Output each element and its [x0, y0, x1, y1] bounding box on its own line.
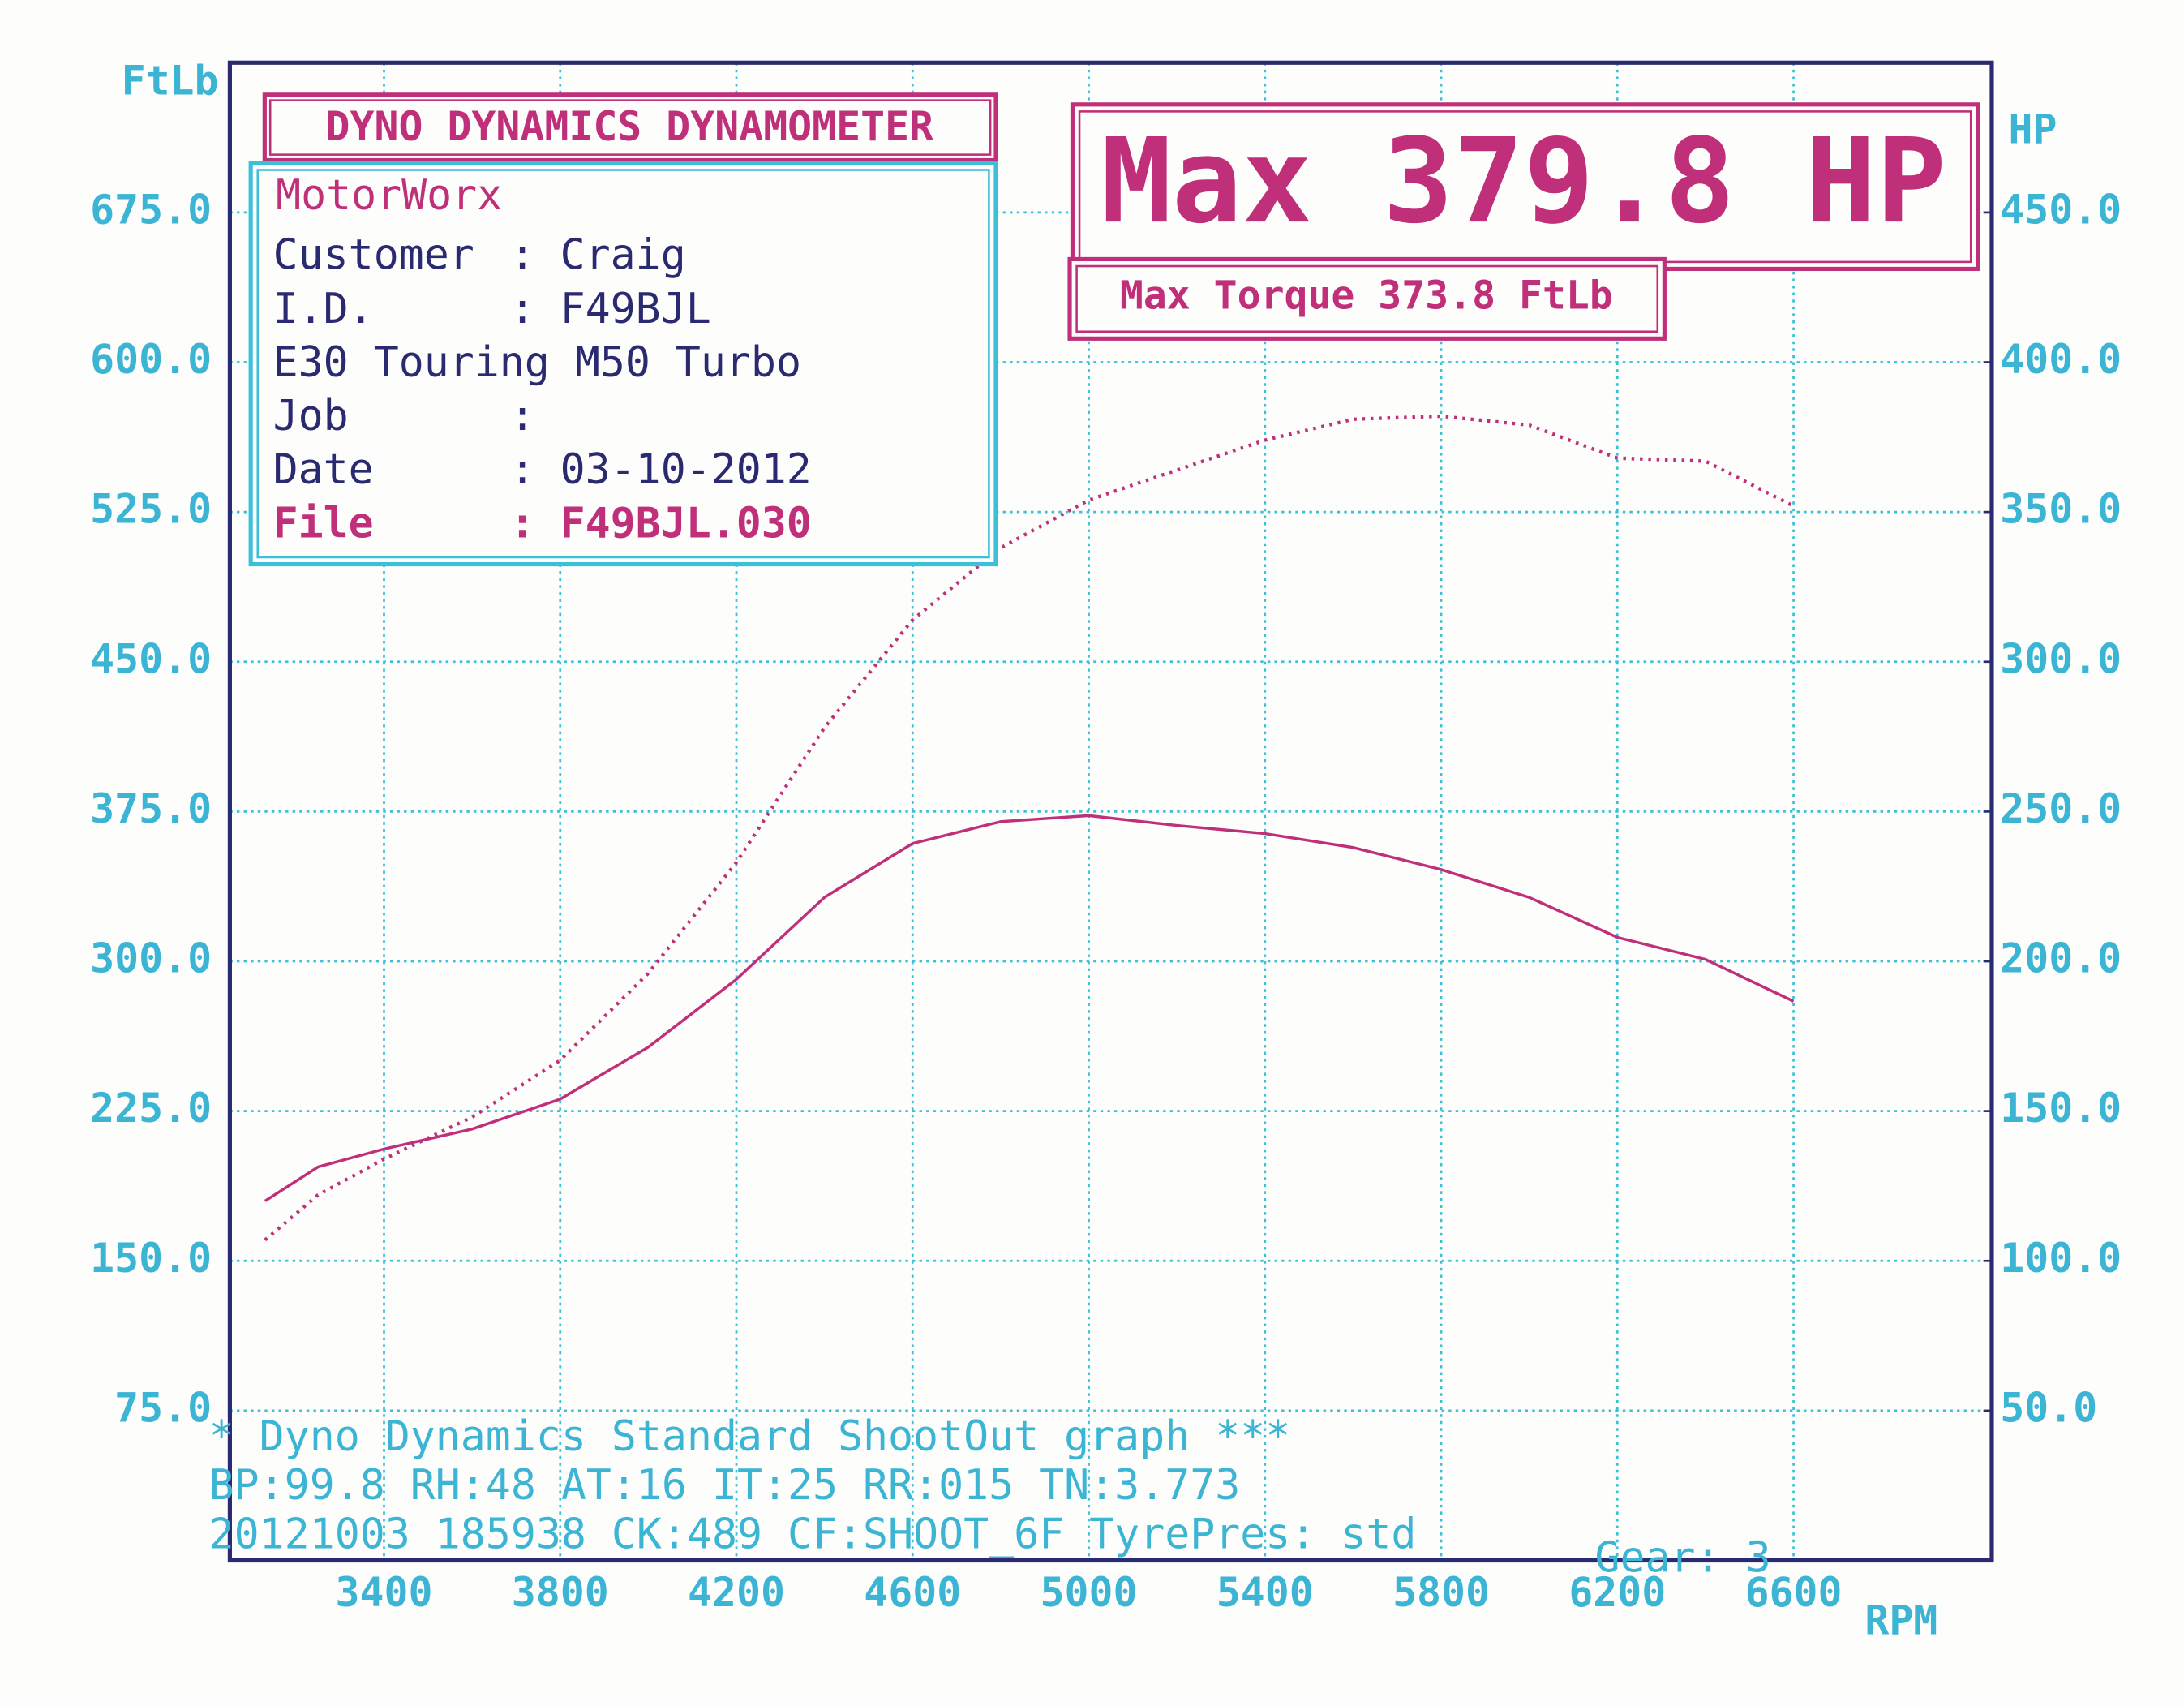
info-box-inner — [256, 169, 990, 559]
y2-tick-label: 450.0 — [2000, 186, 2122, 233]
footer-line: BP:99.8 RH:48 AT:16 IT:25 RR:015 TN:3.77… — [209, 1461, 1241, 1510]
max-torque-box-inner — [1075, 264, 1659, 333]
y-tick-label: 450.0 — [90, 635, 212, 682]
info-label: I.D. — [273, 285, 374, 333]
info-value: : — [510, 392, 535, 440]
y-tick-label: 150.0 — [90, 1235, 212, 1282]
x-tick-label: 6600 — [1745, 1569, 1843, 1616]
y-tick-label: 600.0 — [90, 336, 212, 383]
x-tick-label: 6200 — [1568, 1569, 1666, 1616]
max-torque: Max Torque 373.8 FtLb — [1120, 273, 1613, 319]
x-tick-label: 4600 — [864, 1569, 961, 1616]
footer-line: 20121003 185938 CK:489 CF:SHOOT_6F TyreP… — [209, 1510, 1417, 1558]
x-tick-label: 5800 — [1392, 1569, 1490, 1616]
info-label: E30 Touring M50 Turbo — [273, 338, 801, 387]
title-box — [262, 92, 998, 163]
footer-line: * Dyno Dynamics Standard ShootOut graph … — [209, 1412, 1291, 1461]
y-axis-label: FtLb — [122, 58, 219, 105]
y2-tick-label: 150.0 — [2000, 1085, 2122, 1132]
info-value: : F49BJL.030 — [510, 499, 812, 548]
info-value: : F49BJL — [510, 285, 711, 333]
max-hp: Max 379.8 HP — [1101, 114, 1946, 250]
x-tick-label: 5000 — [1041, 1569, 1138, 1616]
y2-tick-label: 50.0 — [2000, 1384, 2097, 1431]
y-tick-label: 225.0 — [90, 1085, 212, 1132]
footer: * Dyno Dynamics Standard ShootOut graph … — [209, 1412, 1417, 1558]
ticks: 75.0 150.0 225.0 300.0 375.0 450.0 525.0 600.0 6… — [90, 186, 2122, 1616]
x-tick-label: 5400 — [1216, 1569, 1314, 1616]
x-axis-label: RPM — [1864, 1596, 1937, 1644]
y2-tick-label: 250.0 — [2000, 785, 2122, 832]
info-box — [248, 161, 998, 567]
y-tick-label: 375.0 — [90, 785, 212, 832]
title-box-inner — [268, 99, 992, 156]
x-tick-label: 4200 — [688, 1569, 785, 1616]
y-tick-label: 75.0 — [114, 1384, 212, 1431]
y-tick-label: 300.0 — [90, 935, 212, 982]
x-tick-label: 3400 — [336, 1569, 433, 1616]
y2-axis-label: HP — [2009, 106, 2057, 153]
plot-lines — [264, 414, 1795, 1242]
info-label: Job — [273, 392, 349, 440]
info-value: : 03-10-2012 — [510, 445, 812, 494]
y2-tick-label: 200.0 — [2000, 935, 2122, 982]
max-torque-box — [1067, 256, 1667, 341]
info-label: Date — [273, 445, 374, 494]
torque-line — [264, 814, 1795, 1202]
info-label: Customer — [273, 231, 474, 280]
y-tick-label: 675.0 — [90, 186, 212, 233]
y-tick-label: 525.0 — [90, 486, 212, 533]
gear: Gear: 3 — [1594, 1534, 1770, 1583]
power-line — [264, 414, 1795, 1242]
y2-tick-label: 400.0 — [2000, 336, 2122, 383]
info-value: : Craig — [510, 231, 686, 280]
y2-tick-label: 350.0 — [2000, 486, 2122, 533]
shop-name: MotorWorx — [276, 171, 502, 220]
y2-tick-label: 100.0 — [2000, 1235, 2122, 1282]
chart-title: DYNO DYNAMICS DYNAMOMETER — [326, 103, 934, 150]
x-tick-label: 3800 — [512, 1569, 609, 1616]
info-label: File — [273, 499, 374, 548]
info-rows: Customer : Craig I.D. : F49BJL E30 Touring M… — [273, 231, 812, 548]
y2-tick-label: 300.0 — [2000, 635, 2122, 682]
